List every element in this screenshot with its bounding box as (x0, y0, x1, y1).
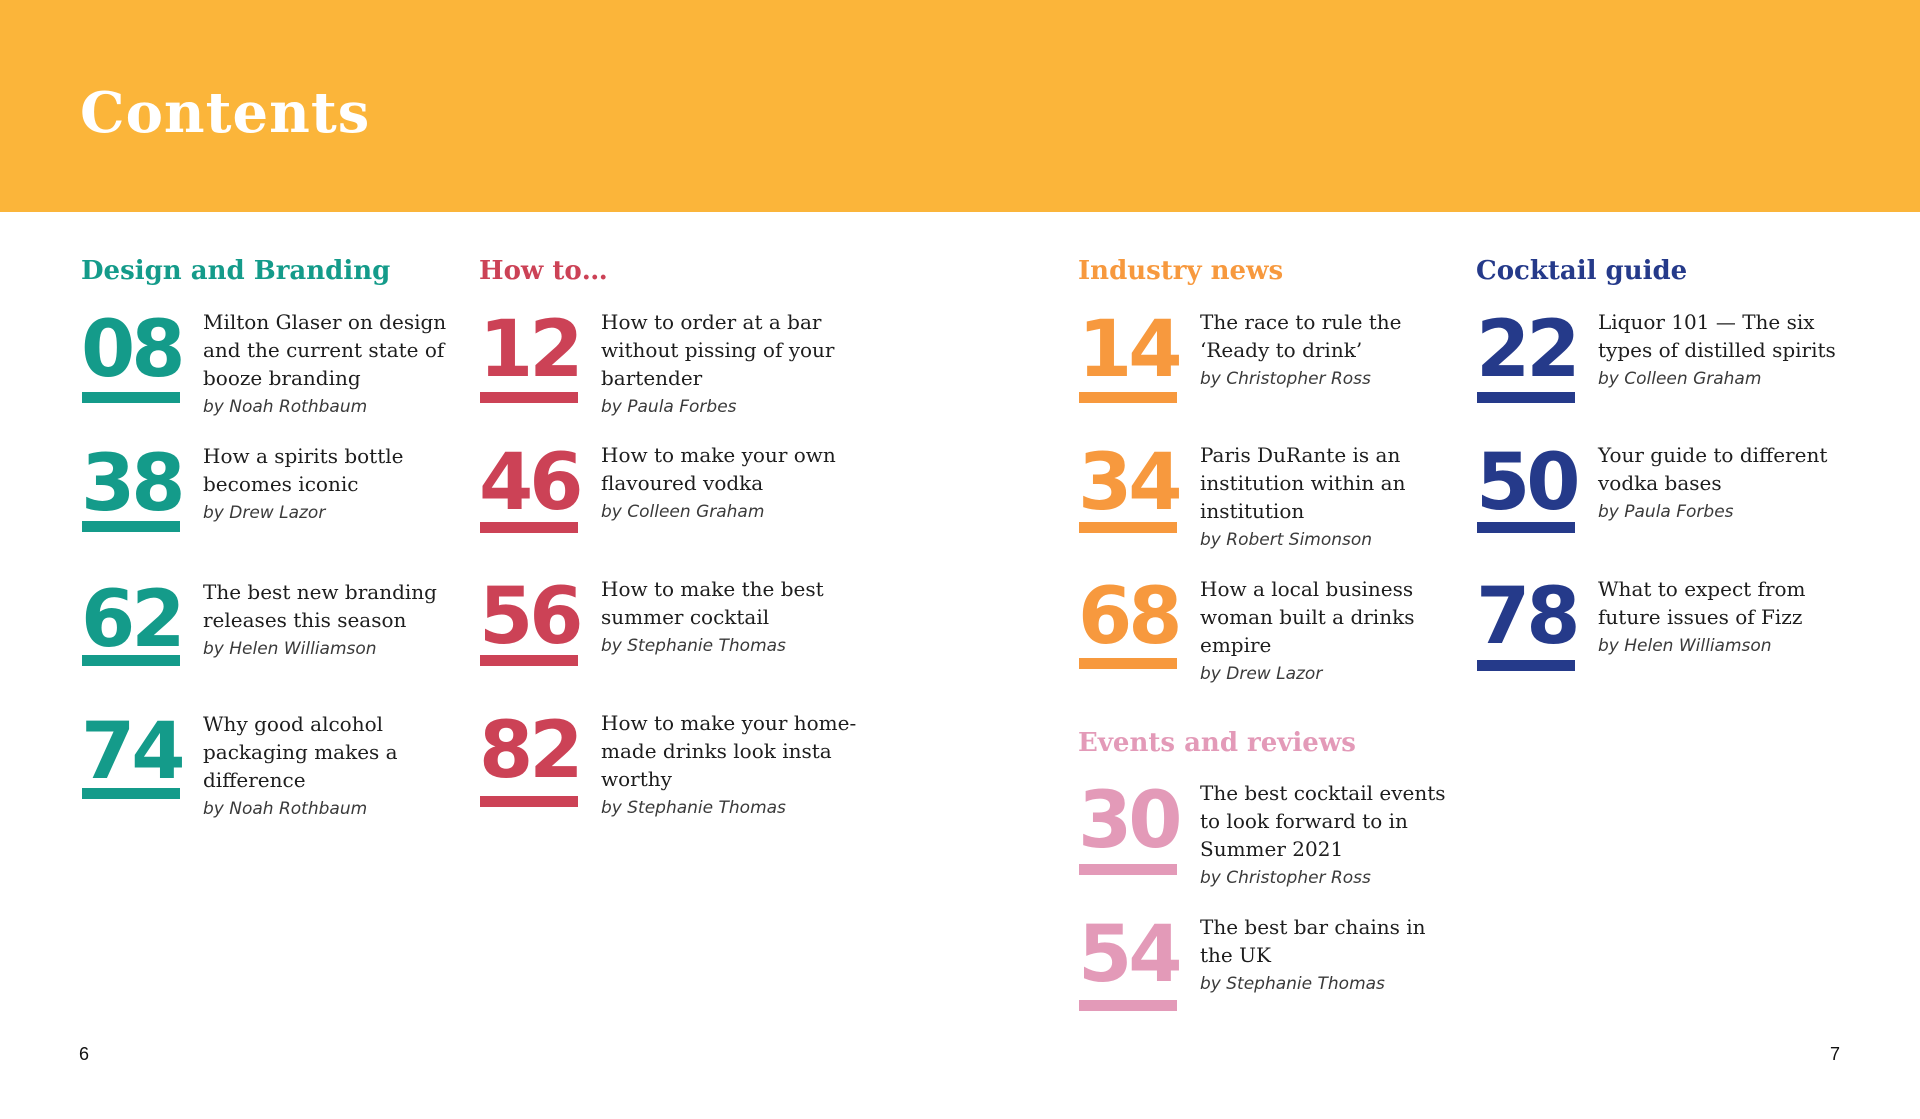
entry-title-text: The best bar chains in the UK (1200, 915, 1426, 967)
entry-author: by Stephanie Thomas (601, 636, 786, 656)
page-number: 56 (479, 572, 584, 662)
section-industry-news: Industry news (1078, 254, 1458, 288)
page-title: Contents (80, 80, 371, 146)
entry-title-text: Why good alcohol packaging makes a diffe… (203, 712, 398, 792)
page-number: 46 (479, 438, 584, 528)
entry-author: by Christopher Ross (1200, 369, 1371, 389)
section-design-and-branding: Design and Branding (81, 254, 461, 288)
section-events-and-reviews: Events and reviews (1078, 726, 1458, 760)
entry-title: How to make your home-made drinks look i… (601, 709, 861, 821)
entry-author: by Colleen Graham (601, 502, 765, 522)
entry-author: by Stephanie Thomas (1200, 974, 1385, 994)
page-number: 34 (1078, 438, 1183, 528)
entry-title: Liquor 101 — The six types of distilled … (1598, 308, 1858, 392)
number-underline (1079, 864, 1177, 875)
page-number: 22 (1476, 305, 1581, 395)
section-cocktail-guide: Cocktail guide (1476, 254, 1856, 288)
number-underline (1079, 522, 1177, 533)
number-underline (1079, 1000, 1177, 1011)
entry-title: Paris DuRante is an institution within a… (1200, 441, 1460, 553)
entry-title-text: How a spirits bottle becomes iconic (203, 444, 404, 496)
page-number: 30 (1078, 776, 1183, 866)
entry-title-text: Milton Glaser on design and the current … (203, 310, 447, 390)
section-title: Design and Branding (81, 256, 391, 286)
entry-title-text: Paris DuRante is an institution within a… (1200, 443, 1406, 523)
page-number: 82 (479, 706, 584, 796)
number-underline (1079, 392, 1177, 403)
number-underline (1477, 660, 1575, 671)
entry-title: The race to rule the ‘Ready to drink’ by … (1200, 308, 1460, 392)
entry-author: by Christopher Ross (1200, 868, 1371, 888)
entry-title: Milton Glaser on design and the current … (203, 308, 463, 420)
page-number: 38 (81, 439, 186, 529)
entry-title: The best cocktail events to look forward… (1200, 779, 1460, 891)
entry-title-text: How to make the best summer cocktail (601, 577, 824, 629)
entry-author: by Helen Williamson (203, 639, 377, 659)
entry-title-text: How to order at a bar without pissing of… (601, 310, 835, 390)
entry-author: by Drew Lazor (1200, 664, 1323, 684)
entry-title-text: The race to rule the ‘Ready to drink’ (1200, 310, 1402, 362)
entry-author: by Colleen Graham (1598, 369, 1762, 389)
entry-title: How a local business woman built a drink… (1200, 575, 1460, 687)
entry-author: by Paula Forbes (1598, 502, 1734, 522)
page-number-left: 6 (79, 1044, 90, 1064)
entry-author: by Noah Rothbaum (203, 397, 368, 417)
entry-title-text: How to make your home-made drinks look i… (601, 711, 857, 791)
page-number: 54 (1078, 910, 1183, 1000)
page-number: 62 (81, 575, 186, 665)
entry-title: The best bar chains in the UK by Stephani… (1200, 913, 1460, 997)
number-underline (82, 788, 180, 799)
page-number: 68 (1078, 572, 1183, 662)
number-underline (480, 655, 578, 666)
page-number: 78 (1476, 572, 1581, 662)
entry-title: How to make the best summer cocktail by S… (601, 575, 861, 659)
entry-author: by Helen Williamson (1598, 636, 1772, 656)
entry-title: How to order at a bar without pissing of… (601, 308, 861, 420)
entry-title-text: Your guide to different vodka bases (1598, 443, 1828, 495)
number-underline (82, 521, 180, 532)
entry-title-text: How a local business woman built a drink… (1200, 577, 1415, 657)
page-number: 50 (1476, 438, 1581, 528)
section-title: How to… (479, 256, 608, 286)
entry-title-text: How to make your own flavoured vodka (601, 443, 836, 495)
entry-author: by Paula Forbes (601, 397, 737, 417)
number-underline (82, 655, 180, 666)
page-number-right: 7 (1830, 1044, 1841, 1064)
entry-title-text: Liquor 101 — The six types of distilled … (1598, 310, 1836, 362)
number-underline (82, 392, 180, 403)
number-underline (1477, 392, 1575, 403)
number-underline (480, 522, 578, 533)
section-title: Cocktail guide (1476, 256, 1688, 286)
section-how-to: How to… (479, 254, 859, 288)
entry-author: by Drew Lazor (203, 503, 326, 523)
entry-title: What to expect from future issues of Fiz… (1598, 575, 1858, 659)
entry-title: The best new branding releases this seas… (203, 578, 463, 662)
page-number: 08 (81, 305, 186, 395)
page-number: 12 (479, 305, 584, 395)
entry-title-text: What to expect from future issues of Fiz… (1598, 577, 1806, 629)
entry-title: How a spirits bottle becomes iconic by Dr… (203, 442, 463, 526)
entry-author: by Stephanie Thomas (601, 798, 786, 818)
section-title: Events and reviews (1078, 728, 1356, 758)
entry-author: by Robert Simonson (1200, 530, 1373, 550)
number-underline (480, 392, 578, 403)
entry-author: by Noah Rothbaum (203, 799, 368, 819)
entry-title: Why good alcohol packaging makes a diffe… (203, 710, 463, 822)
number-underline (480, 796, 578, 807)
entry-title-text: The best cocktail events to look forward… (1200, 781, 1446, 861)
entry-title: How to make your own flavoured vodka by C… (601, 441, 861, 525)
number-underline (1079, 658, 1177, 669)
number-underline (1477, 522, 1575, 533)
section-title: Industry news (1078, 256, 1284, 286)
page-number: 74 (81, 707, 186, 797)
entry-title: Your guide to different vodka bases by Pa… (1598, 441, 1858, 525)
header-band (0, 0, 1920, 212)
page-number: 14 (1078, 305, 1183, 395)
entry-title-text: The best new branding releases this seas… (203, 580, 437, 632)
